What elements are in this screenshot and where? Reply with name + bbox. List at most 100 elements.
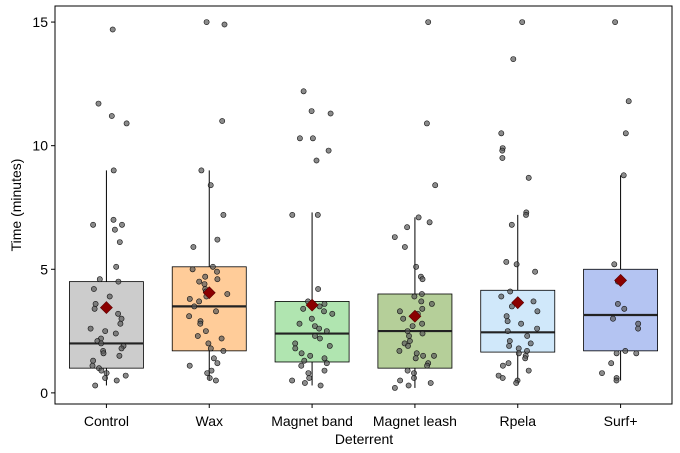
data-point (391, 234, 398, 240)
data-point (221, 21, 228, 28)
data-point (419, 305, 426, 312)
data-point (317, 382, 324, 389)
x-tick-label: Surf+ (604, 413, 638, 429)
box-control (68, 281, 144, 369)
data-point (498, 293, 505, 300)
data-point (316, 335, 323, 342)
data-point (189, 266, 196, 273)
data-point (524, 333, 531, 339)
data-point (323, 360, 330, 367)
data-point (204, 370, 211, 376)
data-point (92, 300, 99, 307)
data-point (98, 367, 105, 374)
data-point (505, 360, 512, 367)
data-point (212, 377, 219, 384)
data-point (203, 19, 210, 25)
data-point (214, 276, 221, 283)
mean-marker (614, 273, 628, 287)
data-point (504, 318, 511, 325)
data-point (404, 224, 410, 231)
data-point (306, 375, 313, 381)
data-point (115, 310, 121, 317)
data-point (214, 360, 221, 367)
data-point (108, 113, 115, 119)
data-point (396, 347, 403, 354)
data-point (315, 286, 321, 292)
data-point (323, 328, 330, 334)
data-point (198, 167, 205, 174)
data-point (611, 261, 618, 268)
data-point (503, 258, 510, 265)
mean-marker (99, 301, 113, 315)
x-axis-title: Deterrent (335, 431, 393, 447)
x-tick-label: Magnet band (271, 413, 353, 429)
data-point (498, 130, 505, 137)
mean-marker (305, 298, 319, 312)
data-point (504, 328, 511, 334)
data-point (296, 135, 303, 142)
data-point (186, 313, 192, 320)
data-point (113, 263, 120, 270)
x-tick-label: Wax (196, 413, 223, 429)
data-point (292, 340, 299, 347)
data-point (499, 155, 506, 161)
data-point (534, 308, 541, 315)
data-point (292, 345, 299, 352)
data-point (515, 350, 522, 357)
data-point (308, 315, 315, 322)
data-point (432, 182, 439, 189)
data-point (615, 300, 621, 307)
data-point (118, 345, 125, 352)
y-axis-title: Time (minutes) (8, 159, 24, 252)
data-point (309, 135, 316, 142)
data-point (599, 370, 605, 376)
data-point (214, 268, 220, 275)
data-point (106, 293, 113, 300)
data-point (220, 211, 227, 218)
data-point (608, 360, 615, 367)
data-point (219, 118, 226, 124)
data-point (89, 362, 96, 369)
data-point (321, 308, 327, 315)
data-point (110, 167, 117, 174)
data-point (102, 375, 108, 381)
data-point (523, 211, 529, 218)
data-point (109, 26, 116, 33)
data-point (530, 298, 537, 305)
data-point (112, 226, 118, 233)
mean-marker (511, 296, 525, 310)
data-point (524, 347, 530, 354)
data-point (327, 110, 334, 117)
data-point (300, 305, 307, 312)
y-tick-label: 5 (40, 261, 48, 277)
data-point (525, 367, 532, 374)
boxes-layer (68, 170, 659, 388)
data-point (118, 315, 125, 322)
data-point (90, 221, 96, 228)
y-tick-label: 0 (40, 385, 48, 401)
data-point (625, 98, 632, 105)
data-point (400, 315, 407, 322)
data-point (425, 19, 432, 25)
data-point (116, 352, 123, 359)
data-point (300, 88, 307, 95)
data-point (316, 325, 322, 332)
data-point (419, 330, 426, 337)
data-point (296, 320, 303, 327)
data-point (87, 325, 94, 332)
x-axis: Control Wax Magnet band Magnet leash Rpela Su… (84, 404, 638, 429)
data-point (411, 370, 417, 376)
data-point (613, 350, 620, 357)
data-point (112, 330, 119, 337)
data-point (519, 19, 526, 25)
data-point (307, 352, 314, 359)
data-point (613, 377, 620, 384)
data-point (424, 362, 430, 369)
data-point (90, 357, 96, 364)
data-point (321, 367, 328, 374)
data-point (525, 174, 532, 181)
data-point (635, 320, 642, 327)
data-point (220, 347, 227, 354)
x-tick-label: Control (84, 413, 129, 429)
